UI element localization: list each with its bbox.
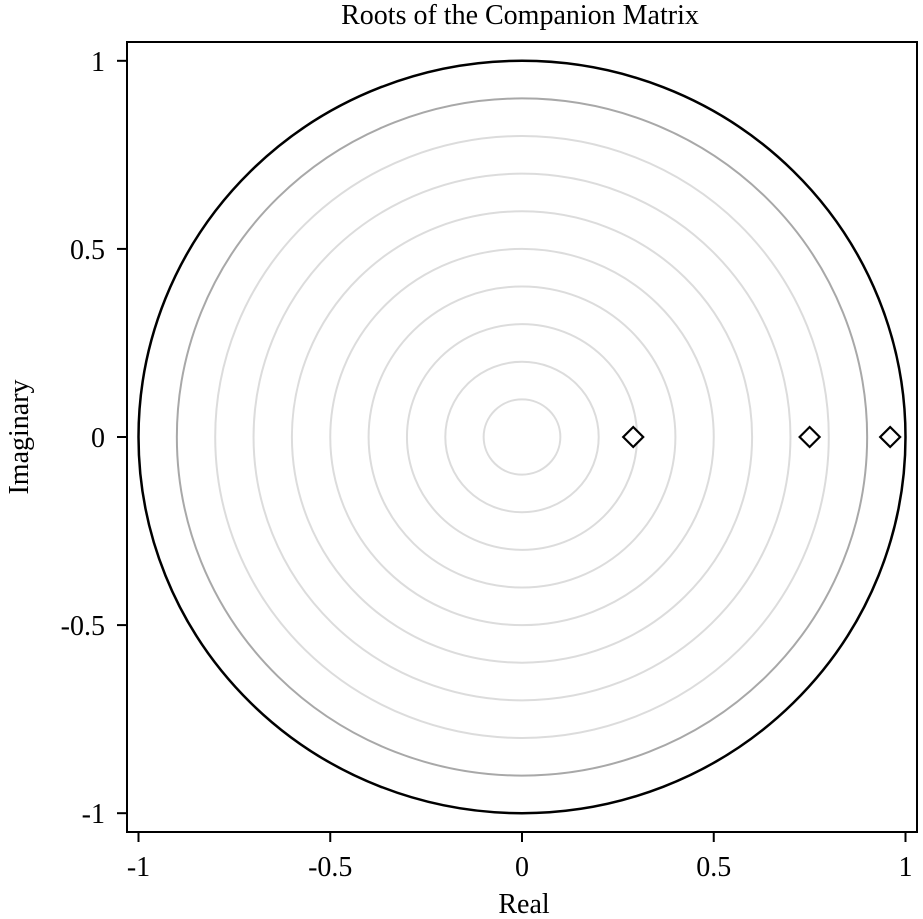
y-tick-label: 0: [91, 423, 105, 454]
inner-circle: [252, 172, 792, 702]
y-tick-label: 1: [91, 47, 105, 78]
y-axis-label: Imaginary: [4, 379, 35, 494]
root-markers: [621, 425, 902, 449]
inner-circle: [290, 210, 754, 664]
x-tick-label: -1: [127, 852, 150, 883]
x-axis-label: Real: [498, 889, 550, 919]
root-point: [878, 425, 902, 449]
inner-circle: [214, 135, 830, 739]
inner-circle: [367, 285, 677, 589]
y-tick-label: 0.5: [70, 235, 105, 266]
inner-circle: [482, 398, 562, 476]
reference-circle: [175, 97, 869, 777]
root-point: [621, 425, 645, 449]
x-tick-label: 1: [898, 852, 912, 883]
unit-circle: [137, 59, 907, 815]
inner-circle: [405, 323, 639, 551]
inner-circle: [444, 360, 600, 514]
x-tick-label: -0.5: [308, 852, 352, 883]
inner-circle: [329, 247, 715, 627]
x-tick-label: 0.5: [696, 852, 731, 883]
y-tick-label: -0.5: [61, 611, 105, 642]
root-point: [798, 425, 822, 449]
x-tick-label: 0: [515, 852, 529, 883]
y-tick-label: -1: [82, 799, 105, 830]
y-axis: -1 -0.5 0 0.5 1: [61, 47, 127, 830]
chart-title: Roots of the Companion Matrix: [341, 0, 699, 31]
circles-layer: [137, 59, 907, 815]
x-axis: -1 -0.5 0 0.5 1: [127, 832, 912, 883]
